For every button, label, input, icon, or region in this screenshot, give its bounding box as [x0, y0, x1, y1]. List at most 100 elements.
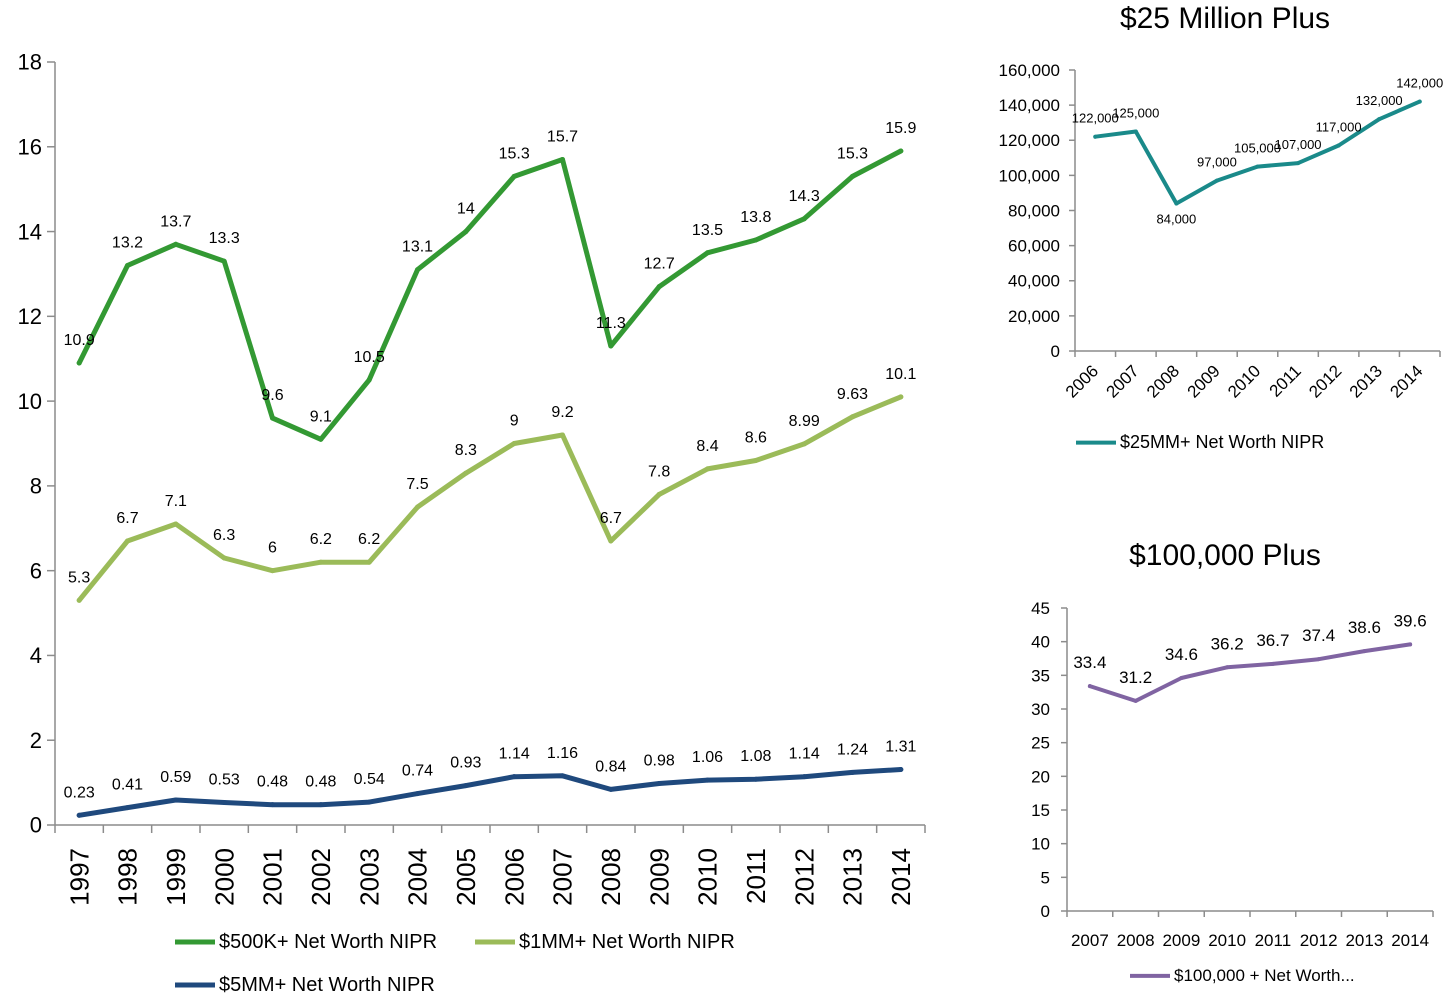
chart1-series-3-data-label: 0.48	[257, 774, 288, 791]
chart1-series-1-data-label: 10.5	[354, 349, 385, 366]
chart3-series-1-data-label: 33.4	[1073, 653, 1106, 672]
chart1-series-1-point	[415, 267, 420, 273]
chart1-series-2-data-label: 6.2	[310, 531, 332, 548]
chart1-series-2-data-label: 6.2	[358, 531, 380, 548]
chart3-x-tick-label: 2014	[1391, 931, 1429, 950]
chart1-series-3-point	[125, 805, 130, 811]
chart1-y-tick-label: 4	[30, 643, 42, 668]
chart1-y-tick-label: 12	[18, 304, 42, 329]
chart2-series-1-point	[1133, 129, 1138, 134]
chart1-series-2-data-label: 6.7	[116, 510, 138, 527]
chart1-series-1-data-label: 15.7	[547, 128, 578, 145]
chart1-series-3-data-label: 1.16	[547, 745, 578, 762]
chart1-series-3-data-label: 0.93	[450, 755, 481, 772]
chart1-series-2-point	[270, 568, 275, 574]
chart1-series-1-point	[76, 360, 82, 366]
chart1-legend-label: $5MM+ Net Worth NIPR	[219, 974, 435, 996]
chart3-series-1-data-label: 36.2	[1211, 634, 1244, 653]
chart3-y-tick-label: 5	[1041, 868, 1050, 887]
chart1-series-3-point	[415, 791, 420, 797]
chart1-series-2-point	[511, 441, 517, 446]
chart3-series-1-data-label: 31.2	[1119, 668, 1152, 687]
chart1-series-3-point	[753, 776, 759, 782]
chart3-series-1-point	[1133, 698, 1138, 703]
chart1-x-tick-label: 2009	[644, 848, 674, 906]
chart2-series-1-point	[1336, 143, 1341, 148]
chart3-x-tick-label: 2009	[1162, 931, 1200, 950]
chart3-x-tick-label: 2007	[1071, 931, 1109, 950]
chart1-series-2-point	[898, 394, 904, 400]
chart1-series-2-data-label: 8.6	[745, 429, 767, 446]
chart1-y-tick-label: 6	[30, 558, 42, 583]
chart2-x-tick-label: 2006	[1062, 361, 1102, 401]
chart2-series-1-data-label: 117,000	[1316, 120, 1362, 135]
chart1-x-tick-label: 2006	[499, 848, 529, 906]
chart2-series-1-data-label: 125,000	[1112, 105, 1159, 120]
chart1-x-tick-label: 2010	[693, 848, 723, 906]
chart1-series-3-data-label: 1.14	[499, 746, 530, 763]
chart1-series-3-point	[511, 774, 517, 780]
chart3-x-tick-label: 2008	[1117, 931, 1155, 950]
chart1-series-1-data-label: 14	[457, 201, 475, 218]
chart1-x-tick-label: 2002	[306, 848, 336, 906]
chart1-series-2-point	[753, 457, 759, 463]
chart1-series-2-data-label: 5.3	[68, 569, 90, 586]
chart1-series-1-data-label: 10.9	[64, 332, 95, 349]
chart1-y-tick-label: 10	[18, 389, 42, 414]
chart3-legend-label: $100,000 + Net Worth...	[1174, 966, 1355, 985]
chart1-series-2-point	[173, 521, 179, 527]
chart1-series-2-data-label: 9.2	[551, 404, 573, 421]
chart2-series-1-point	[1296, 161, 1301, 166]
chart1-x-tick-label: 2012	[789, 848, 819, 906]
chart1-series-1-data-label: 13.3	[209, 230, 240, 247]
chart3-x-tick-label: 2010	[1208, 931, 1246, 950]
chart1-series-1-point	[801, 216, 807, 222]
chart1-series-1-point	[173, 241, 179, 247]
chart1-series-2-data-label: 10.1	[885, 366, 916, 383]
chart1-series-3-data-label: 0.48	[305, 774, 336, 791]
chart1-series-2-point	[318, 559, 324, 565]
chart1-series-1-data-label: 9.1	[310, 408, 332, 425]
chart1-series-2-point	[221, 555, 227, 561]
chart2-y-tick-label: 60,000	[1008, 237, 1060, 256]
chart1-series-3-point	[560, 773, 565, 779]
chart3-series-1-data-label: 39.6	[1394, 611, 1427, 630]
chart1-series-2-data-label: 9.63	[837, 386, 868, 403]
chart2-y-tick-label: 80,000	[1008, 201, 1060, 220]
chart1-series-3-point	[705, 777, 710, 783]
chart1-series-2-point	[705, 466, 710, 472]
chart1-series-3-data-label: 1.24	[837, 741, 868, 758]
chart1-series-3-point	[173, 797, 179, 803]
chart3-y-tick-label: 30	[1031, 700, 1050, 719]
chart1-series-1-data-label: 12.7	[644, 256, 675, 273]
chart1-series-3-data-label: 0.84	[595, 758, 626, 775]
chart2-x-tick-label: 2010	[1224, 361, 1264, 401]
chart1-legend-label: $1MM+ Net Worth NIPR	[519, 931, 735, 953]
chart3-series-1-data-label: 37.4	[1302, 626, 1335, 645]
chart1-series-3-point	[898, 766, 904, 772]
chart3-series-1-data-label: 36.7	[1256, 631, 1289, 650]
chart1-series-3-point	[221, 800, 227, 806]
chart3-x-tick-label: 2012	[1300, 931, 1338, 950]
chart1-series-1-point	[463, 229, 469, 235]
chart2-y-tick-label: 140,000	[999, 96, 1060, 115]
chart3-y-tick-label: 40	[1031, 633, 1050, 652]
chart1-series-2-data-label: 8.4	[696, 438, 718, 455]
chart3-series-1-point	[1270, 661, 1275, 666]
chart1-series-1-point	[560, 156, 565, 162]
chart1-series-2-data-label: 6	[268, 540, 277, 557]
chart2-y-tick-label: 40,000	[1008, 272, 1060, 291]
chart1-series-1-data-label: 15.3	[499, 145, 530, 162]
chart2-title: $25 Million Plus	[1120, 2, 1330, 35]
chart3-x-tick-label: 2011	[1255, 931, 1292, 950]
chart1-x-tick-label: 2013	[838, 848, 868, 906]
chart3-title: $100,000 Plus	[1129, 539, 1321, 572]
chart2-y-tick-label: 160,000	[999, 61, 1060, 80]
chart3-y-tick-label: 20	[1031, 767, 1050, 786]
chart1-y-tick-label: 0	[30, 813, 42, 838]
chart1-series-3-data-label: 0.53	[209, 772, 240, 789]
chart1-series-2-data-label: 9	[510, 413, 519, 430]
chart1-series-2-line	[76, 394, 904, 603]
chart3-series-1-point	[1225, 665, 1230, 670]
